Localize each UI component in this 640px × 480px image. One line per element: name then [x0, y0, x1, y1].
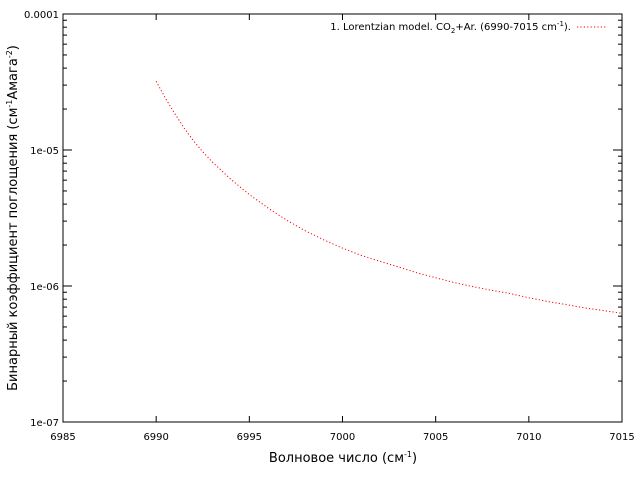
x-tick-label: 7005	[423, 432, 448, 443]
x-axis-title: Волновое число (см-1)	[269, 450, 417, 466]
y-axis: 1e-07 1e-06 1e-05 0.0001	[24, 10, 622, 429]
x-tick-label: 7010	[516, 432, 541, 443]
x-tick-label: 6990	[143, 432, 168, 443]
series-line	[155, 81, 623, 314]
x-tick-label: 6995	[237, 432, 262, 443]
legend: 1. Lorentzian model. CO2+Ar. (6990-7015 …	[330, 20, 607, 35]
series-group	[155, 81, 623, 314]
y-tick-label: 1e-05	[30, 146, 59, 157]
x-tick-label: 6985	[50, 432, 75, 443]
x-tick-label: 7000	[330, 432, 355, 443]
y-tick-label: 1e-06	[30, 282, 59, 293]
x-axis: 6985 6990 6995 7000 7005 7010 7015	[50, 14, 635, 443]
plot-frame	[62, 13, 623, 423]
y-tick-label: 0.0001	[24, 10, 59, 21]
y-tick-label: 1e-07	[30, 418, 59, 429]
x-tick-label: 7015	[609, 432, 634, 443]
y-axis-title: Бинарный коэффициент поглощения (см-1Ама…	[5, 45, 21, 391]
legend-label: 1. Lorentzian model. CO2+Ar. (6990-7015 …	[330, 20, 571, 35]
